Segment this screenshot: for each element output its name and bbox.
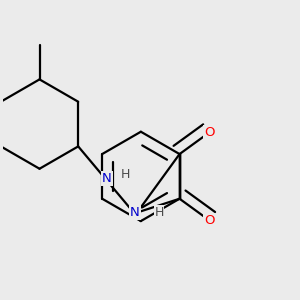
Text: N: N <box>102 172 112 185</box>
Text: O: O <box>204 126 214 139</box>
Text: N: N <box>130 206 140 219</box>
Text: O: O <box>204 214 214 227</box>
Text: H: H <box>121 168 130 181</box>
Text: H: H <box>154 206 164 219</box>
